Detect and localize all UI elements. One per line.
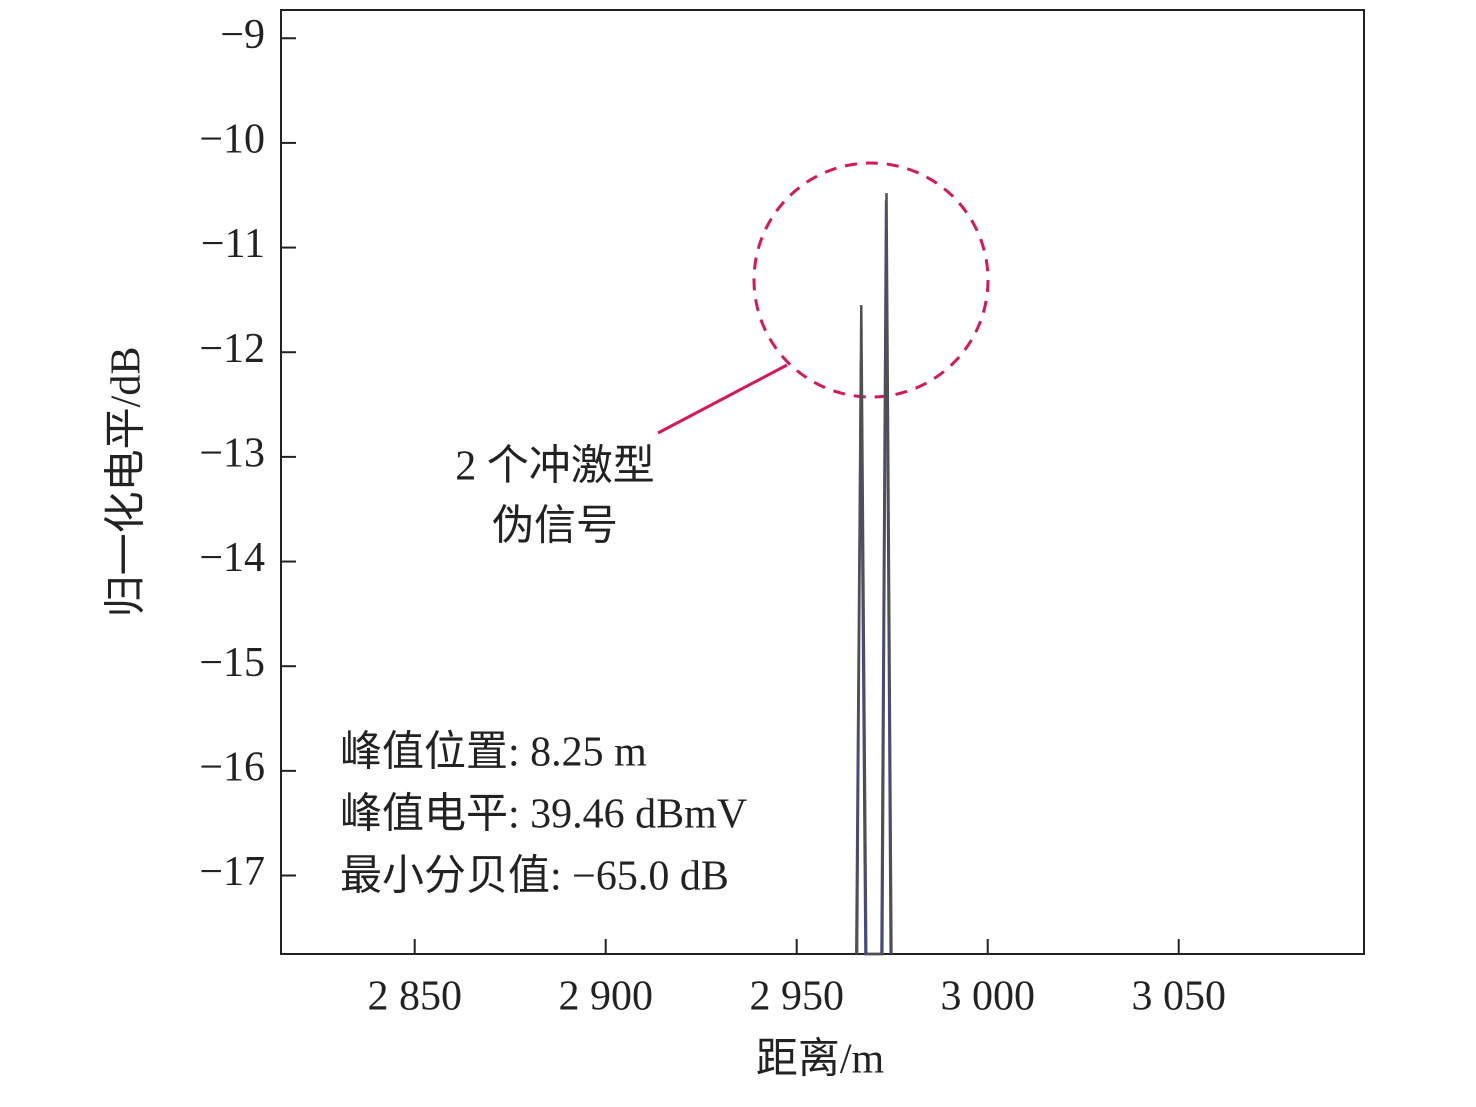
series-line — [855, 193, 893, 956]
x-tick-label: 2 850 — [367, 974, 462, 1020]
x-tick-label: 2 900 — [558, 974, 653, 1020]
annotation-pointer — [657, 363, 788, 435]
annotation: 2 个冲激型 — [455, 444, 655, 490]
x-tick-label: 3 000 — [940, 974, 1035, 1020]
y-axis-label: 归一化电平/dB — [104, 347, 150, 618]
y-tick-label: −17 — [199, 849, 265, 895]
x-axis-label: 距离/m — [756, 1036, 885, 1083]
annotation: 伪信号 — [492, 504, 618, 550]
y-tick-label: −9 — [220, 12, 265, 58]
plot-frame — [280, 9, 1365, 955]
info-text: 峰值电平: 39.46 dBmV — [340, 792, 747, 838]
y-tick-label: −12 — [199, 326, 265, 372]
y-tick-label: −10 — [199, 117, 265, 163]
info-text: 最小分贝值: −65.0 dB — [340, 854, 729, 900]
y-tick-label: −11 — [201, 221, 265, 267]
info-text: 峰值位置: 8.25 m — [340, 729, 647, 776]
y-tick-label: −15 — [199, 640, 265, 686]
x-tick-label: 3 050 — [1131, 974, 1226, 1020]
x-tick-label: 2 950 — [749, 974, 844, 1020]
y-tick-label: −13 — [199, 431, 265, 477]
y-tick-label: −14 — [199, 535, 265, 581]
highlight-circle — [752, 161, 990, 399]
y-tick-label: −16 — [199, 744, 265, 790]
